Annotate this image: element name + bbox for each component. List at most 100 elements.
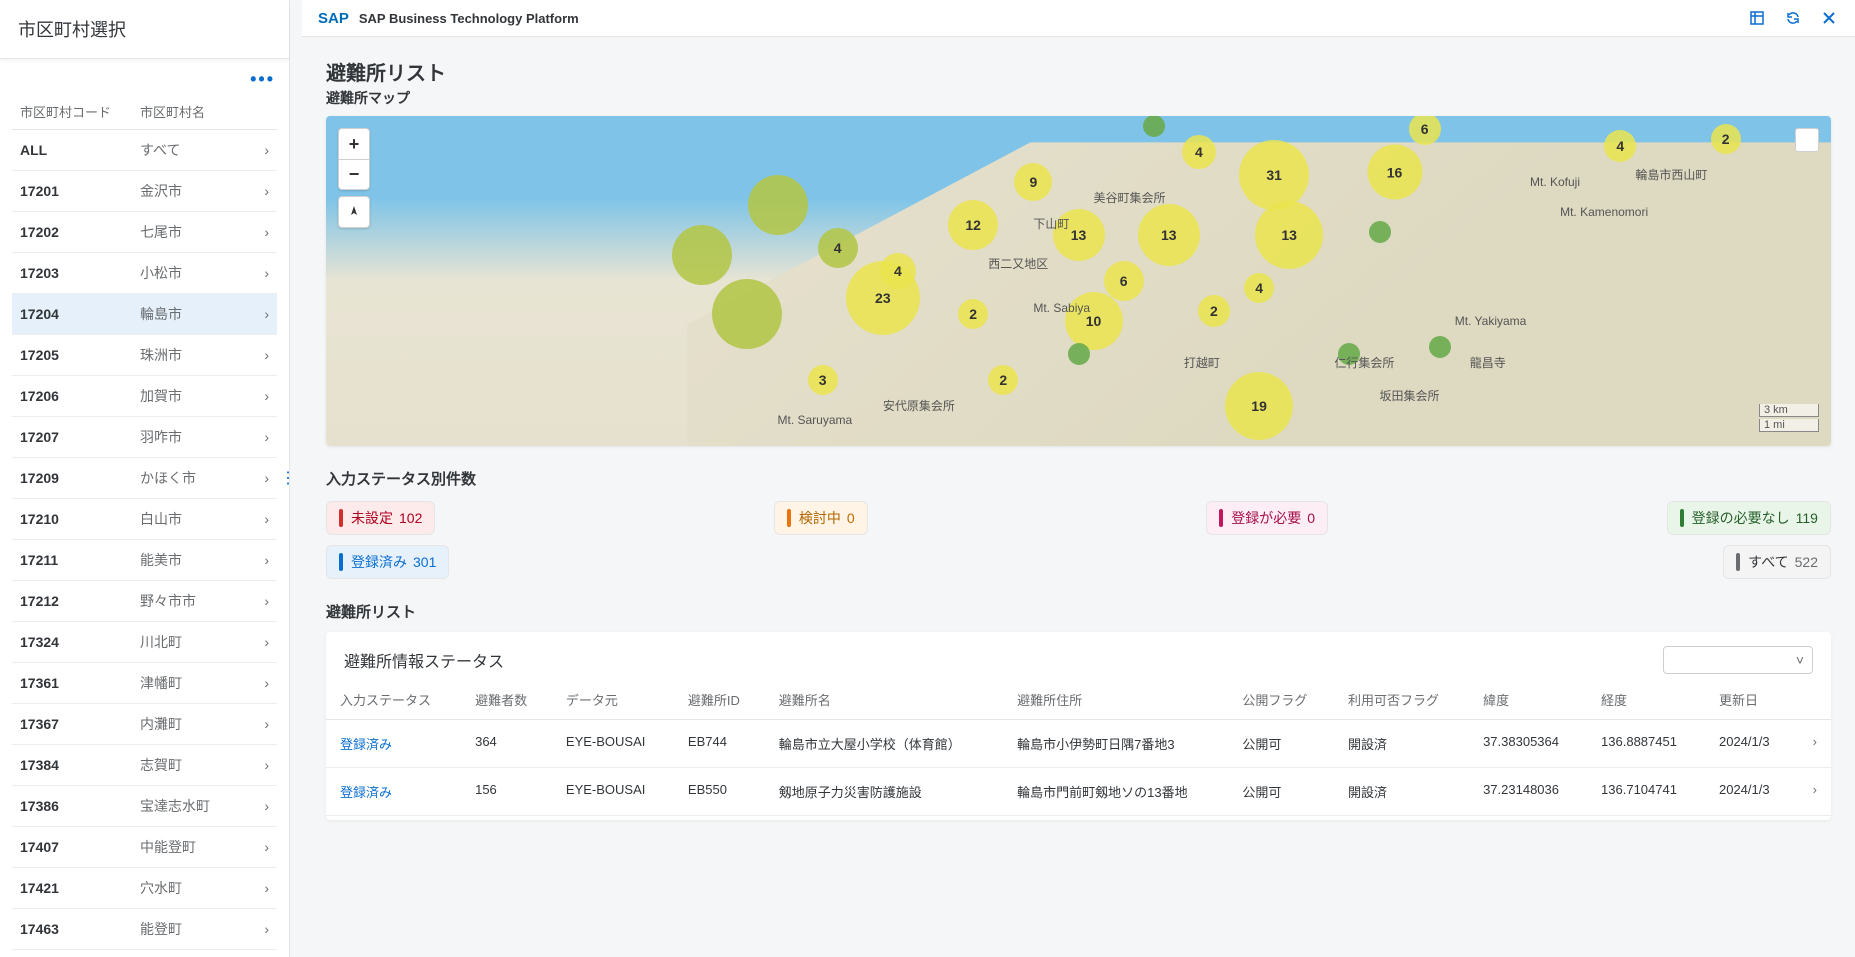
close-icon[interactable] — [1819, 8, 1839, 28]
cell-name: 輪島市立大屋小学校（体育館） — [765, 720, 1003, 768]
cell-updated: 2024/1/3 — [1705, 768, 1794, 816]
map-cluster[interactable]: 16 — [1367, 145, 1422, 200]
map-cluster[interactable]: 4 — [880, 253, 916, 289]
sidebar-row[interactable]: 17209かほく市› — [12, 458, 277, 499]
status-pill[interactable]: 検討中0 — [774, 501, 868, 535]
row-name: 輪島市 — [140, 304, 249, 324]
map-cluster[interactable] — [1429, 336, 1451, 358]
status-pill[interactable]: すべて522 — [1723, 545, 1831, 579]
sidebar-row[interactable]: 17207羽咋市› — [12, 417, 277, 458]
map-cluster[interactable]: 13 — [1255, 201, 1323, 269]
table-row[interactable]: 登録済み156EYE-BOUSAIEB550剱地原子力災害防護施設輪島市門前町剱… — [326, 768, 1831, 816]
map-cluster[interactable] — [1143, 116, 1165, 137]
map-card[interactable]: + − 3 km 1 mi 31231916131313121096644444… — [326, 116, 1831, 446]
map-cluster[interactable]: 4 — [1604, 130, 1636, 162]
cell-lon: 136.7104741 — [1587, 768, 1705, 816]
row-code: 17463 — [20, 921, 140, 937]
sidebar-row[interactable]: 17204輪島市› — [12, 294, 277, 335]
map-label: Mt. Kofuji — [1530, 175, 1580, 189]
map-cluster[interactable] — [748, 175, 808, 235]
sidebar-row[interactable]: 17463能登町› — [12, 909, 277, 950]
more-icon[interactable]: ••• — [250, 69, 275, 90]
row-chevron: › — [1794, 720, 1831, 768]
sidebar-row[interactable]: 17201金沢市› — [12, 171, 277, 212]
sidebar-row[interactable]: 17421穴水町› — [12, 868, 277, 909]
status-pill[interactable]: 登録済み301 — [326, 545, 449, 579]
table-column-header[interactable]: 緯度 — [1469, 680, 1587, 720]
status-link[interactable]: 登録済み — [340, 785, 392, 800]
map-cluster[interactable]: 2 — [1711, 124, 1741, 154]
table-column-header[interactable]: 公開フラグ — [1228, 680, 1334, 720]
sidebar-row[interactable]: 17324川北町› — [12, 622, 277, 663]
map-label: 西二又地区 — [988, 255, 1048, 272]
status-pill[interactable]: 登録が必要0 — [1206, 501, 1328, 535]
sidebar-row[interactable]: 17384志賀町› — [12, 745, 277, 786]
sidebar-row[interactable]: ALLすべて› — [12, 130, 277, 171]
map-cluster[interactable]: 19 — [1225, 372, 1293, 440]
zoom-in-button[interactable]: + — [339, 129, 369, 159]
table-column-header[interactable]: 避難所ID — [674, 680, 765, 720]
table-column-header[interactable]: 避難所住所 — [1003, 680, 1228, 720]
map-cluster[interactable] — [1068, 343, 1090, 365]
map-cluster[interactable]: 6 — [1104, 261, 1144, 301]
map-cluster[interactable]: 9 — [1014, 163, 1052, 201]
status-pill[interactable]: 未設定102 — [326, 501, 435, 535]
map-cluster[interactable]: 4 — [1244, 273, 1274, 303]
table-row[interactable]: 登録済み364EYE-BOUSAIEB744輪島市立大屋小学校（体育館）輪島市小… — [326, 720, 1831, 768]
map-cluster[interactable]: 3 — [808, 365, 838, 395]
scale-km: 3 km — [1759, 404, 1819, 417]
table-column-header[interactable]: 利用可否フラグ — [1334, 680, 1469, 720]
sidebar-row[interactable]: 17212野々市市› — [12, 581, 277, 622]
table-column-header[interactable]: 避難者数 — [461, 680, 552, 720]
map-cluster[interactable]: 4 — [818, 228, 858, 268]
pill-label: 登録の必要なし — [1692, 508, 1790, 528]
map-cluster[interactable]: 12 — [948, 200, 998, 250]
row-code: 17202 — [20, 224, 140, 240]
map-layer-button[interactable] — [1795, 128, 1819, 152]
map-cluster[interactable]: 2 — [958, 299, 988, 329]
table-column-header[interactable]: 更新日 — [1705, 680, 1794, 720]
sidebar-row[interactable]: 17367内灘町› — [12, 704, 277, 745]
sidebar-row[interactable]: 17202七尾市› — [12, 212, 277, 253]
zoom-out-button[interactable]: − — [339, 159, 369, 189]
sidebar-row[interactable]: 17205珠洲市› — [12, 335, 277, 376]
list-section-title: 避難所リスト — [326, 601, 1831, 622]
sidebar-row[interactable]: 17206加賀市› — [12, 376, 277, 417]
status-select[interactable]: ˅ — [1663, 646, 1813, 674]
sidebar-row[interactable]: 17203小松市› — [12, 253, 277, 294]
row-name: 宝達志水町 — [140, 796, 249, 816]
map-cluster[interactable] — [1369, 221, 1391, 243]
sidebar-row[interactable]: 17361津幡町› — [12, 663, 277, 704]
splitter-handle[interactable]: ⋮⋮ — [290, 0, 302, 957]
list-card: 避難所情報ステータス ˅ 入力ステータス避難者数データ元避難所ID避難所名避難所… — [326, 632, 1831, 820]
row-name: 金沢市 — [140, 181, 249, 201]
sidebar-header-name: 市区町村名 — [140, 102, 269, 121]
pill-count: 0 — [847, 510, 855, 526]
table-column-header[interactable]: 入力ステータス — [326, 680, 461, 720]
row-code: 17212 — [20, 593, 140, 609]
map-cluster[interactable]: 13 — [1138, 204, 1200, 266]
sidebar-row[interactable]: 17211能美市› — [12, 540, 277, 581]
refresh-icon[interactable] — [1783, 8, 1803, 28]
map-cluster[interactable] — [672, 225, 732, 285]
status-pill[interactable]: 登録の必要なし119 — [1667, 501, 1831, 535]
expand-icon[interactable] — [1747, 8, 1767, 28]
map-cluster[interactable]: 2 — [988, 365, 1018, 395]
sidebar-table: 市区町村コード 市区町村名 ALLすべて›17201金沢市›17202七尾市›1… — [0, 94, 289, 957]
sidebar-row[interactable]: 17210白山市› — [12, 499, 277, 540]
table-column-header[interactable]: データ元 — [552, 680, 674, 720]
row-code: 17386 — [20, 798, 140, 814]
compass-button[interactable] — [339, 197, 369, 227]
table-column-header[interactable]: 経度 — [1587, 680, 1705, 720]
map-cluster[interactable]: 2 — [1198, 295, 1230, 327]
status-link[interactable]: 登録済み — [340, 737, 392, 752]
map-cluster[interactable] — [712, 279, 782, 349]
table-column-header[interactable]: 避難所名 — [765, 680, 1003, 720]
map-cluster[interactable]: 31 — [1239, 140, 1309, 210]
map-cluster[interactable]: 4 — [1182, 135, 1216, 169]
cell-updated: 2024/1/3 — [1705, 720, 1794, 768]
sidebar-row[interactable]: 17386宝達志水町› — [12, 786, 277, 827]
header-actions — [1747, 8, 1839, 28]
pill-stripe — [787, 509, 791, 527]
sidebar-row[interactable]: 17407中能登町› — [12, 827, 277, 868]
